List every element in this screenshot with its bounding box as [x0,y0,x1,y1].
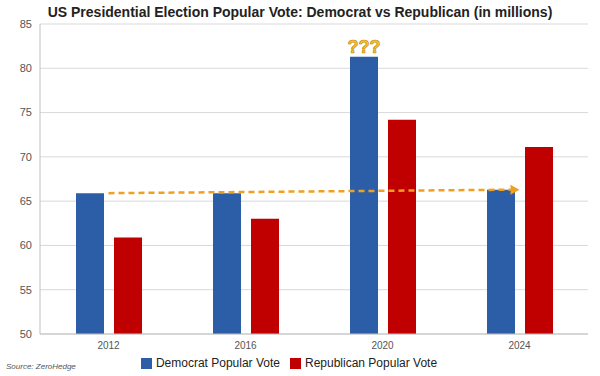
html-text:Source: ZeroHedge: Source: ZeroHedge [6,362,76,371]
svg-text:55: 55 [20,284,32,296]
svg-text:70: 70 [20,151,32,163]
svg-text:75: 75 [20,106,32,118]
svg-text:80: 80 [20,62,32,74]
svg-text:50: 50 [20,328,32,340]
svg-text:60: 60 [20,239,32,251]
svg-text:65: 65 [20,195,32,207]
svg-text:2020: 2020 [371,340,394,351]
svg-text:2016: 2016 [234,340,257,351]
svg-text:85: 85 [20,18,32,30]
html-text:Democrat Popular Vote: Democrat Popular Vote [155,356,280,370]
svg-text:2024: 2024 [508,340,531,351]
svg-text:2012: 2012 [97,340,120,351]
svg-text:???: ??? [348,37,381,57]
html-text:Republican Popular Vote: Republican Popular Vote [305,356,438,370]
html-text:US Presidential Election Popul: US Presidential Election Popular Vote: D… [47,4,553,20]
